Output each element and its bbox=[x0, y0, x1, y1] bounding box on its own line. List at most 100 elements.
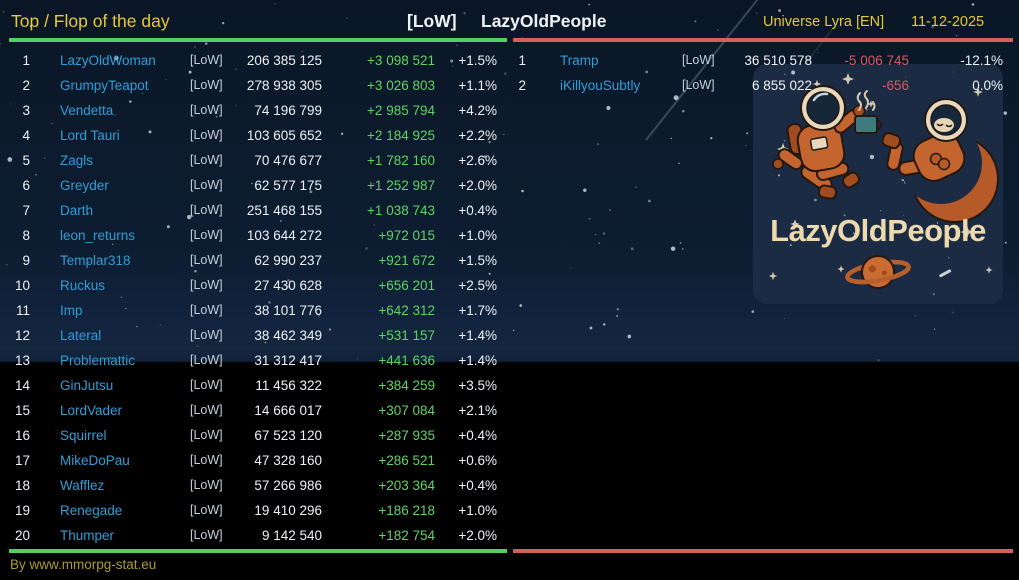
table-row: 3 Vendetta [LoW] 74 196 799 +2 985 794 +4.2% bbox=[8, 98, 507, 123]
change-cell: -5 006 745 bbox=[844, 53, 909, 68]
table-row: 11 Imp [LoW] 38 101 776 +642 312 +1.7% bbox=[8, 298, 507, 323]
rank-cell: 16 bbox=[14, 428, 30, 443]
percent-cell: -12.1% bbox=[960, 53, 1003, 68]
player-name-link[interactable]: Vendetta bbox=[60, 103, 114, 118]
rank-cell: 14 bbox=[14, 378, 30, 393]
alliance-tag-cell: [LoW] bbox=[190, 478, 223, 492]
flop-table-footer-line bbox=[513, 549, 1013, 553]
percent-cell: +1.7% bbox=[458, 303, 497, 318]
rank-cell: 20 bbox=[14, 528, 30, 543]
table-row: 1 Tramp [LoW] 36 510 578 -5 006 745 -12.1% bbox=[510, 48, 1013, 73]
points-cell: 38 462 349 bbox=[254, 328, 322, 343]
player-name-link[interactable]: iKillyouSubtly bbox=[560, 78, 641, 93]
top-table-header-line bbox=[9, 38, 507, 42]
flop-table-header-line bbox=[513, 38, 1013, 42]
table-row: 20 Thumper [LoW] 9 142 540 +182 754 +2.0% bbox=[8, 523, 507, 548]
player-name-link[interactable]: LazyOldWoman bbox=[60, 53, 156, 68]
player-name-link[interactable]: Greyder bbox=[60, 178, 109, 193]
shooting-star-streak bbox=[645, 0, 759, 141]
alliance-tag-cell: [LoW] bbox=[190, 353, 223, 367]
percent-cell: +2.2% bbox=[458, 128, 497, 143]
percent-cell: 0.0% bbox=[972, 78, 1003, 93]
player-name-link[interactable]: Darth bbox=[60, 203, 94, 218]
rank-cell: 9 bbox=[22, 253, 30, 268]
change-cell: +1 038 743 bbox=[367, 203, 435, 218]
change-cell: +1 252 987 bbox=[367, 178, 435, 193]
points-cell: 103 644 272 bbox=[246, 228, 322, 243]
player-name-link[interactable]: Problemattic bbox=[60, 353, 136, 368]
points-cell: 19 410 296 bbox=[254, 503, 322, 518]
rank-cell: 3 bbox=[22, 103, 30, 118]
alliance-tag-cell: [LoW] bbox=[682, 53, 715, 67]
player-name-link[interactable]: MikeDoPau bbox=[60, 453, 130, 468]
player-name-link[interactable]: Templar318 bbox=[60, 253, 131, 268]
astronaut-right bbox=[881, 98, 999, 223]
coffee-mug-icon bbox=[854, 90, 883, 134]
player-name-link[interactable]: GrumpyTeapot bbox=[60, 78, 149, 93]
alliance-tag-cell: [LoW] bbox=[190, 78, 223, 92]
player-name-link[interactable]: Thumper bbox=[60, 528, 115, 543]
table-row: 15 LordVader [LoW] 14 666 017 +307 084 +2.1% bbox=[8, 398, 507, 423]
player-name-link[interactable]: LordVader bbox=[60, 403, 123, 418]
player-name-link[interactable]: Renegade bbox=[60, 503, 123, 518]
percent-cell: +0.4% bbox=[458, 203, 497, 218]
points-cell: 103 605 652 bbox=[246, 128, 322, 143]
player-name-link[interactable]: Lateral bbox=[60, 328, 102, 343]
points-cell: 14 666 017 bbox=[254, 403, 322, 418]
table-row: 19 Renegade [LoW] 19 410 296 +186 218 +1.0% bbox=[8, 498, 507, 523]
table-row: 14 GinJutsu [LoW] 11 456 322 +384 259 +3.5% bbox=[8, 373, 507, 398]
change-cell: +531 157 bbox=[378, 328, 435, 343]
player-name-link[interactable]: Imp bbox=[60, 303, 83, 318]
player-name-link[interactable]: Wafflez bbox=[60, 478, 105, 493]
rank-cell: 4 bbox=[22, 128, 30, 143]
player-name-link[interactable]: Tramp bbox=[560, 53, 599, 68]
player-name-link[interactable]: Zagls bbox=[60, 153, 94, 168]
table-row: 2 GrumpyTeapot [LoW] 278 938 305 +3 026 803 +… bbox=[8, 73, 507, 98]
alliance-tag-cell: [LoW] bbox=[190, 53, 223, 67]
universe-label: Universe Lyra [EN] bbox=[763, 14, 885, 30]
table-row: 5 Zagls [LoW] 70 476 677 +1 782 160 +2.6% bbox=[8, 148, 507, 173]
table-row: 6 Greyder [LoW] 62 577 175 +1 252 987 +2.0% bbox=[8, 173, 507, 198]
table-row: 10 Ruckus [LoW] 27 430 628 +656 201 +2.5% bbox=[8, 273, 507, 298]
percent-cell: +1.0% bbox=[458, 503, 497, 518]
table-row: 16 Squirrel [LoW] 67 523 120 +287 935 +0.4% bbox=[8, 423, 507, 448]
change-cell: +2 985 794 bbox=[367, 103, 435, 118]
percent-cell: +1.5% bbox=[458, 53, 497, 68]
table-row: 2 iKillyouSubtly [LoW] 6 855 022 -656 0.0% bbox=[510, 73, 1013, 98]
logo-image: LazyOldPeople bbox=[753, 64, 1003, 304]
player-name-link[interactable]: Squirrel bbox=[60, 428, 107, 443]
points-cell: 6 855 022 bbox=[751, 78, 812, 93]
change-cell: +3 098 521 bbox=[367, 53, 435, 68]
table-row: 7 Darth [LoW] 251 468 155 +1 038 743 +0.4% bbox=[8, 198, 507, 223]
change-cell: +286 521 bbox=[378, 453, 435, 468]
player-name-link[interactable]: leon_returns bbox=[60, 228, 136, 243]
percent-cell: +0.6% bbox=[458, 453, 497, 468]
alliance-tag-cell: [LoW] bbox=[190, 378, 223, 392]
alliance-tag-cell: [LoW] bbox=[190, 453, 223, 467]
player-name-link[interactable]: Lord Tauri bbox=[60, 128, 120, 143]
alliance-tag-header: [LoW] bbox=[407, 11, 457, 31]
top-of-the-day-table: 1 LazyOldWoman [LoW] 206 385 125 +3 098 521 +… bbox=[8, 48, 507, 548]
alliance-tag-cell: [LoW] bbox=[190, 253, 223, 267]
alliance-tag-cell: [LoW] bbox=[190, 303, 223, 317]
player-name-link[interactable]: Ruckus bbox=[60, 278, 106, 293]
player-name-link[interactable]: GinJutsu bbox=[60, 378, 114, 393]
table-row: 9 Templar318 [LoW] 62 990 237 +921 672 +1.5% bbox=[8, 248, 507, 273]
alliance-tag-cell: [LoW] bbox=[190, 178, 223, 192]
alliance-tag-cell: [LoW] bbox=[190, 328, 223, 342]
saturn-planet-icon bbox=[845, 255, 911, 289]
percent-cell: +1.1% bbox=[458, 78, 497, 93]
percent-cell: +2.5% bbox=[458, 278, 497, 293]
alliance-tag-cell: [LoW] bbox=[190, 103, 223, 117]
rank-cell: 12 bbox=[14, 328, 30, 343]
rank-cell: 19 bbox=[14, 503, 30, 518]
alliance-tag-cell: [LoW] bbox=[190, 128, 223, 142]
percent-cell: +2.0% bbox=[458, 178, 497, 193]
change-cell: +2 184 925 bbox=[367, 128, 435, 143]
flop-of-the-day-table: 1 Tramp [LoW] 36 510 578 -5 006 745 -12.1% 2 iK… bbox=[510, 48, 1013, 98]
percent-cell: +2.6% bbox=[458, 153, 497, 168]
site-credit: By www.mmorpg-stat.eu bbox=[10, 557, 157, 572]
rank-cell: 2 bbox=[22, 78, 30, 93]
points-cell: 36 510 578 bbox=[744, 53, 812, 68]
change-cell: +921 672 bbox=[378, 253, 435, 268]
